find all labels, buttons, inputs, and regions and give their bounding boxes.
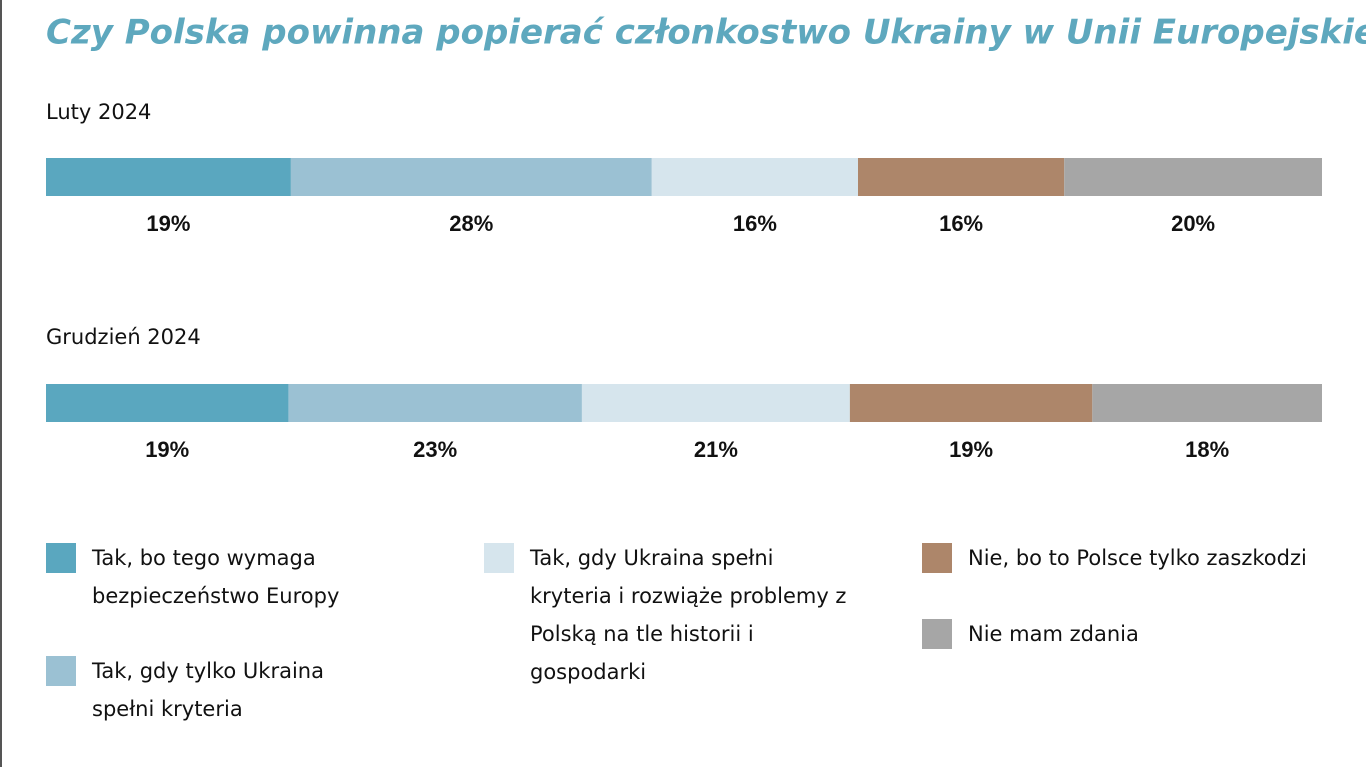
legend-item: Tak, bo tego wymaga bezpieczeństwo Europ… <box>46 543 352 615</box>
data-label: 19% <box>145 437 189 462</box>
category-label: Luty 2024 <box>46 100 151 124</box>
legend-swatch <box>922 543 952 573</box>
bar-segment <box>288 384 582 422</box>
legend-label: Nie, bo to Polsce tylko zaszkodzi <box>968 546 1307 570</box>
legend-swatch <box>484 543 514 573</box>
bar-segment <box>651 158 858 196</box>
bar-segment <box>858 158 1065 196</box>
data-label: 20% <box>1171 211 1215 236</box>
data-label: 16% <box>733 211 777 236</box>
legend-item: Nie, bo to Polsce tylko zaszkodzi <box>922 543 1366 577</box>
bar-segment <box>1092 384 1322 422</box>
data-label: 28% <box>449 211 493 236</box>
bar-segment <box>46 384 289 422</box>
legend-item: Tak, gdy tylko Ukraina spełni kryteria <box>46 656 352 728</box>
legend-label: Tak, gdy tylko Ukraina spełni kryteria <box>92 659 324 721</box>
data-label: 23% <box>413 437 457 462</box>
legend-item: Tak, gdy Ukraina spełni kryteria i rozwi… <box>484 543 860 691</box>
chart-title: Czy Polska powinna popierać członkostwo … <box>46 13 1366 53</box>
legend-label: Tak, gdy Ukraina spełni kryteria i rozwi… <box>530 546 847 684</box>
legend-label: Nie mam zdania <box>968 622 1139 646</box>
legend-label: Tak, bo tego wymaga bezpieczeństwo Europ… <box>92 546 340 608</box>
legend-item: Nie mam zdania <box>922 619 1366 653</box>
bar-segment <box>290 158 652 196</box>
legend-swatch <box>46 543 76 573</box>
data-label: 16% <box>939 211 983 236</box>
data-label: 21% <box>694 437 738 462</box>
bar-segment <box>1064 158 1322 196</box>
data-label: 18% <box>1185 437 1229 462</box>
category-label: Grudzień 2024 <box>46 325 201 349</box>
legend-swatch <box>922 619 952 649</box>
data-label: 19% <box>949 437 993 462</box>
data-label: 19% <box>146 211 190 236</box>
bar-segment <box>581 384 850 422</box>
legend-swatch <box>46 656 76 686</box>
bar-segment <box>46 158 291 196</box>
bar-segment <box>849 384 1093 422</box>
